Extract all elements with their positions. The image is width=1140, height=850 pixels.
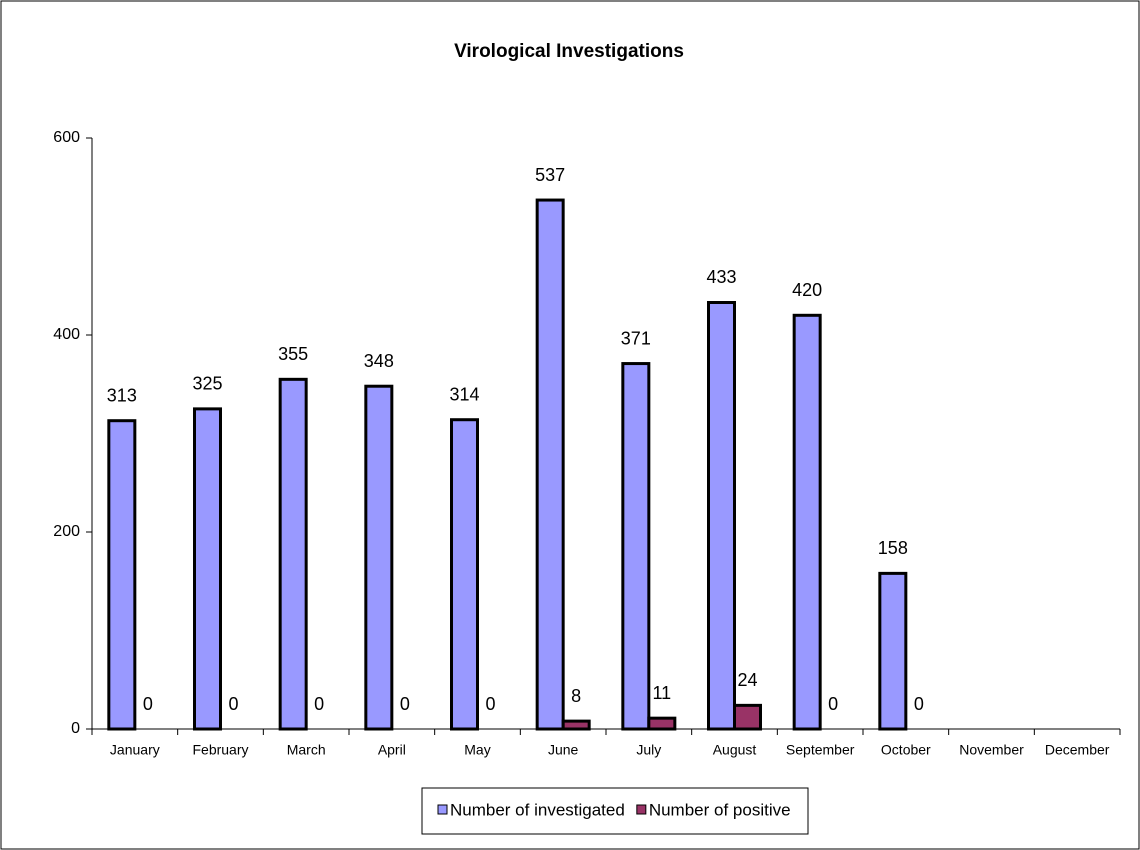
legend-label: Number of positive — [649, 800, 791, 819]
bar — [535, 198, 565, 731]
value-label: 314 — [449, 384, 479, 404]
legend-swatch — [636, 804, 647, 815]
x-tick-label: December — [1045, 742, 1110, 758]
value-label: 158 — [878, 538, 908, 558]
x-tick-label: June — [548, 742, 579, 758]
legend-swatch — [437, 804, 448, 815]
value-label: 0 — [314, 694, 324, 714]
bar — [707, 300, 736, 731]
value-label: 0 — [400, 694, 410, 714]
legend-box — [421, 787, 809, 835]
bar — [107, 419, 137, 731]
value-label: 0 — [914, 694, 924, 714]
x-tick-label: August — [713, 742, 757, 758]
value-label: 11 — [652, 683, 671, 703]
x-tick-label: January — [110, 742, 160, 758]
legend-label: Number of investigated — [450, 800, 625, 819]
x-tick-label: July — [636, 742, 661, 758]
value-label: 348 — [364, 351, 394, 371]
value-label: 8 — [571, 686, 581, 706]
y-tick-label: 0 — [71, 720, 80, 737]
value-label: 371 — [621, 328, 651, 348]
value-label: 313 — [107, 385, 137, 405]
value-label: 355 — [278, 344, 308, 364]
x-tick-label: September — [786, 742, 855, 758]
x-tick-label: March — [287, 742, 326, 758]
chart-title: Virological Investigations — [454, 41, 684, 62]
bar — [621, 362, 651, 731]
value-label: 0 — [143, 694, 153, 714]
y-tick-label: 400 — [53, 326, 80, 343]
bar — [647, 716, 677, 731]
bar — [193, 407, 222, 731]
value-label: 537 — [535, 165, 565, 185]
value-label: 24 — [737, 670, 757, 690]
x-tick-label: October — [881, 742, 931, 758]
value-label: 0 — [228, 694, 238, 714]
x-tick-label: April — [378, 742, 406, 758]
bar — [561, 719, 591, 731]
y-tick-label: 200 — [53, 523, 80, 540]
value-label: 325 — [192, 374, 222, 394]
x-tick-label: November — [959, 742, 1024, 758]
x-tick-label: May — [464, 742, 490, 758]
value-label: 420 — [792, 280, 822, 300]
bar — [450, 418, 479, 731]
value-label: 433 — [706, 267, 736, 287]
value-label: 0 — [485, 694, 495, 714]
bar — [878, 571, 908, 731]
bar — [733, 703, 762, 731]
bar — [792, 313, 822, 731]
x-tick-label: February — [192, 742, 248, 758]
bar — [364, 384, 394, 731]
value-label: 0 — [828, 694, 838, 714]
y-tick-label: 600 — [53, 129, 80, 146]
bar — [278, 377, 308, 731]
